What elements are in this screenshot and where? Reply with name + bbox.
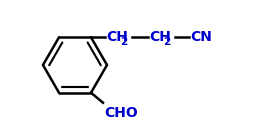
Text: CH: CH [106,30,128,44]
Text: 2: 2 [163,37,170,47]
Text: 2: 2 [120,37,127,47]
Text: CHO: CHO [104,106,138,120]
Text: CH: CH [149,30,171,44]
Text: CN: CN [190,30,212,44]
